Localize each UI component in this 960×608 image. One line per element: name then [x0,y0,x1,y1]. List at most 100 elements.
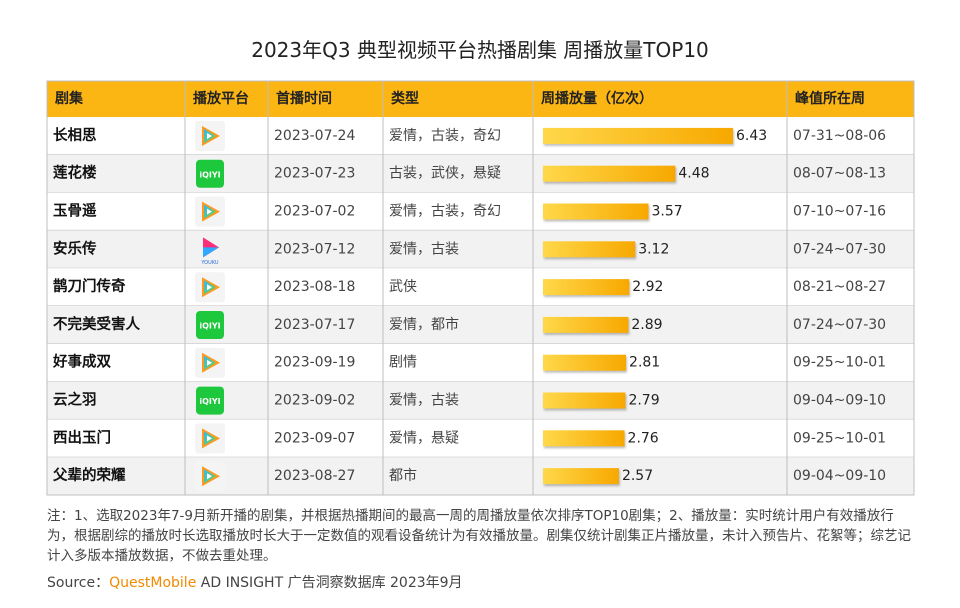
genre: 爱情，古装 [389,393,459,409]
value-label: 3.12 [638,241,669,257]
icon-bg [196,386,224,415]
icon-play-core [207,435,212,442]
icon-play-core [207,284,212,291]
drama-name: 安乐传 [53,239,97,257]
bar [543,165,676,182]
column-header: 首播时间 [276,90,332,107]
platform-icon: iQIYI [196,311,224,339]
peak-week: 09-04~09-10 [793,468,886,484]
drama-name: 西出玉门 [53,428,111,446]
bar [543,316,629,333]
value-label: 2.92 [632,279,663,295]
peak-week: 09-04~09-10 [793,393,886,409]
premiere-date: 2023-07-12 [274,241,355,257]
premiere-date: 2023-07-02 [274,204,355,220]
genre: 剧情 [389,355,417,371]
column-header: 类型 [391,90,419,107]
drama-name: 好事成双 [52,353,111,371]
bar [543,468,619,485]
peak-week: 08-07~08-13 [793,166,886,182]
bar [543,354,627,371]
genre: 爱情，都市 [389,316,459,333]
premiere-date: 2023-07-24 [274,128,355,144]
platform-icon [195,272,225,303]
platform-label: iQIYI [199,322,220,331]
platform-icon: iQIYI [196,159,224,188]
icon-play-core [207,473,212,480]
genre: 都市 [389,467,417,484]
value-label: 4.48 [678,166,709,182]
row-bg [47,457,914,495]
value-label: 3.57 [651,204,682,220]
title: 2023年Q3 典型视频平台热播剧集 周播放量TOP10 [251,38,709,62]
peak-week: 09-25~10-01 [793,430,886,446]
premiere-date: 2023-09-19 [274,355,355,371]
column-header: 播放平台 [193,90,249,107]
note: 注：1、选取2023年7-9月新开播的剧集，并根据热播期间的最高一周的周播放量依… [47,508,911,564]
drama-name: 云之羽 [53,391,97,409]
genre: 爱情，古装，奇幻 [389,203,501,220]
row-bg [47,192,914,231]
premiere-date: 2023-07-23 [274,166,355,182]
icon-bg [196,311,224,339]
value-label: 2.89 [631,317,662,333]
row-bg [47,154,914,193]
platform-icon [195,423,225,454]
icon-play-core [207,359,212,366]
bar [543,127,733,144]
row-bg [47,419,914,458]
platform-label: iQIYI [199,397,220,406]
source: Source：QuestMobile AD INSIGHT 广告洞察数据库 20… [47,572,463,592]
premiere-date: 2023-09-07 [274,430,355,446]
bar [543,392,626,409]
bar [543,430,625,447]
drama-name: 不完美受害人 [53,315,140,333]
icon-play-core [207,208,212,215]
premiere-date: 2023-07-17 [274,317,355,333]
bar [543,203,649,220]
table-border [46,80,915,496]
premiere-date: 2023-09-02 [274,393,355,409]
value-label: 2.81 [629,355,660,371]
platform-label: iQIYI [199,170,220,179]
value-label: 6.43 [736,128,767,144]
premiere-date: 2023-08-18 [274,279,355,295]
platform-label: YOUKU [200,260,219,266]
bar [543,279,630,296]
genre: 古装，武侠，悬疑 [389,166,501,182]
drama-name: 父辈的荣耀 [52,466,126,484]
value-label: 2.79 [628,393,659,409]
bar [543,241,636,258]
platform-icon [195,347,225,378]
row-bg [47,306,914,344]
source-rest: AD INSIGHT 广告洞察数据库 2023年9月 [196,575,463,591]
platform-icon [195,196,225,227]
row-bg [47,117,914,155]
premiere-date: 2023-08-27 [274,468,355,484]
source-label: Source： [47,575,110,591]
column-header: 剧集 [55,90,84,107]
peak-week: 09-25~10-01 [793,355,886,371]
drama-name: 玉骨遥 [53,202,97,220]
value-label: 2.57 [622,468,653,484]
row-bg [47,268,914,306]
platform-icon: YOUKU [200,237,219,266]
drama-name: 长相思 [53,126,97,144]
row-bg [47,343,914,382]
icon-play-2 [203,247,219,258]
peak-week: 08-21~08-27 [793,279,886,295]
genre: 爱情，古装 [389,241,459,257]
column-header: 峰值所在周 [795,90,865,107]
row-bg [47,230,914,269]
icon-play-core [207,133,212,139]
platform-icon [195,121,225,151]
platform-icon [195,461,225,492]
peak-week: 07-10~07-16 [793,204,886,220]
peak-week: 07-24~07-30 [793,241,886,257]
icon-bg [196,159,224,188]
platform-icon: iQIYI [196,386,224,415]
column-header: 周播放量（亿次） [541,90,653,107]
peak-week: 07-24~07-30 [793,317,886,333]
genre: 武侠 [389,279,417,295]
header-bg [47,81,914,117]
